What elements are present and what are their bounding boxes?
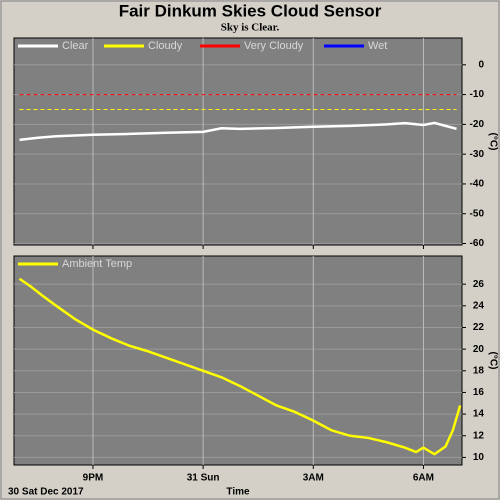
- chart-title: Fair Dinkum Skies Cloud Sensor: [119, 1, 382, 20]
- legend-label: Clear: [62, 40, 89, 52]
- legend-label: Cloudy: [148, 40, 183, 52]
- y-tick-label: -20: [470, 119, 485, 130]
- y-tick-label: -30: [470, 149, 485, 160]
- y-tick-label: 16: [473, 387, 485, 398]
- y-axis-label: (°C): [487, 133, 498, 151]
- x-tick-label: 9PM: [83, 473, 104, 484]
- y-tick-label: 0: [478, 59, 484, 70]
- y-tick-label: 24: [473, 300, 485, 311]
- y-tick-label: 18: [473, 365, 485, 376]
- x-axis-label: Time: [226, 487, 250, 498]
- series-line: [19, 121, 457, 142]
- y-tick-label: -10: [470, 89, 485, 100]
- legend-label: Wet: [368, 40, 387, 52]
- plot-area: [13, 37, 463, 246]
- y-tick-label: 22: [473, 322, 485, 333]
- plot-area: [13, 255, 463, 466]
- y-tick-label: 14: [473, 409, 485, 420]
- y-tick-label: 20: [473, 344, 485, 355]
- y-tick-label: -50: [470, 208, 485, 219]
- subtitle: Sky is Clear.: [221, 22, 280, 34]
- legend-label: Ambient Temp: [62, 258, 132, 270]
- y-axis-label: (°C): [487, 352, 498, 370]
- date-label: 30 Sat Dec 2017: [8, 487, 84, 498]
- y-tick-label: 26: [473, 279, 485, 290]
- y-tick-label: 12: [473, 430, 485, 441]
- x-tick-label: 3AM: [303, 473, 324, 484]
- y-tick-label: -60: [470, 238, 485, 249]
- legend-label: Very Cloudy: [244, 40, 304, 52]
- series-line: [18, 277, 462, 456]
- x-tick-label: 31 Sun: [187, 473, 220, 484]
- x-tick-label: 6AM: [413, 473, 434, 484]
- y-tick-label: 10: [473, 452, 485, 463]
- y-tick-label: -40: [470, 179, 485, 190]
